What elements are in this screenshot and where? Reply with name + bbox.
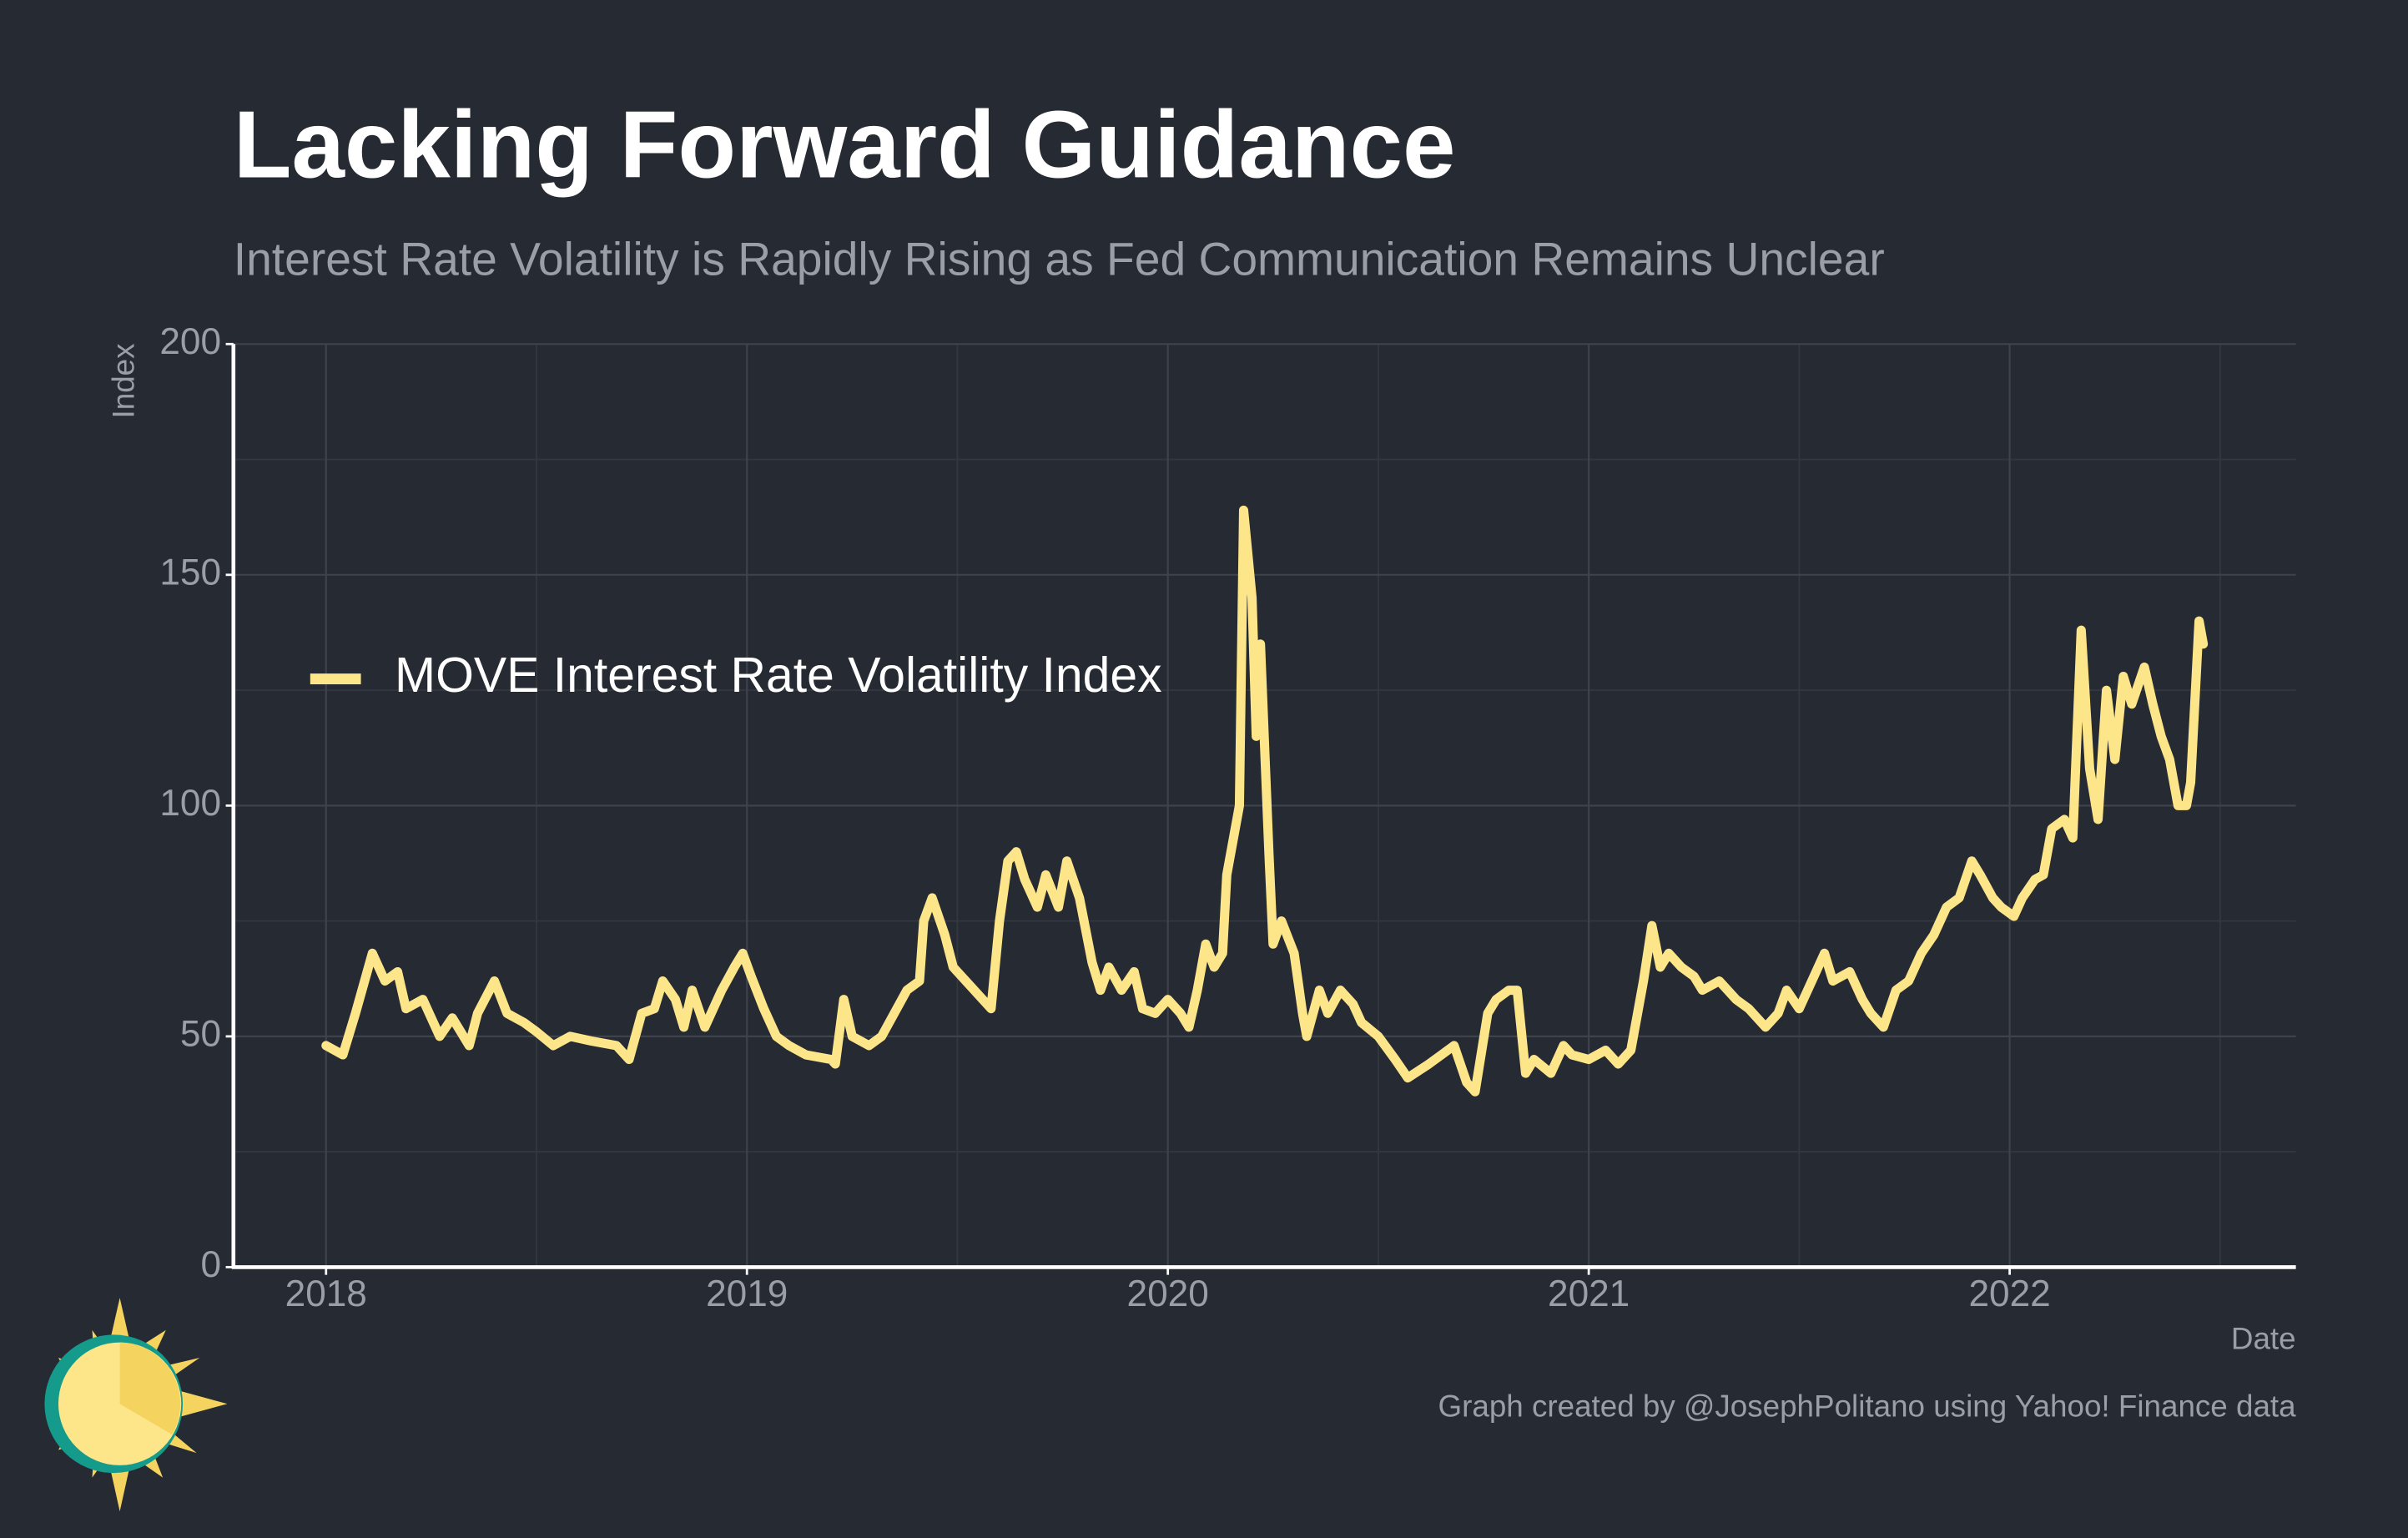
x-tick-label: 2021 [1548, 1273, 1630, 1314]
y-tick-label: 100 [159, 783, 221, 824]
caption: Graph created by @JosephPolitano using Y… [1438, 1389, 2296, 1423]
y-tick-label: 200 [159, 321, 221, 362]
logo [44, 1298, 228, 1512]
x-tick-label: 2019 [706, 1273, 788, 1314]
chart-subtitle: Interest Rate Volatility is Rapidly Risi… [234, 233, 1885, 285]
chart-title: Lacking Forward Guidance [234, 92, 1456, 198]
x-axis-label: Date [2231, 1322, 2296, 1356]
y-tick-label: 150 [159, 552, 221, 593]
y-tick-label: 0 [200, 1244, 221, 1285]
y-axis-label: Index [107, 343, 141, 418]
x-tick-label: 2022 [1968, 1273, 2050, 1314]
data-line [321, 505, 2209, 1097]
x-tick-label: 2020 [1127, 1273, 1209, 1314]
y-tick-label: 50 [180, 1014, 221, 1055]
legend-label: MOVE Interest Rate Volatility Index [395, 648, 1162, 703]
x-tick-label: 2018 [285, 1273, 367, 1314]
